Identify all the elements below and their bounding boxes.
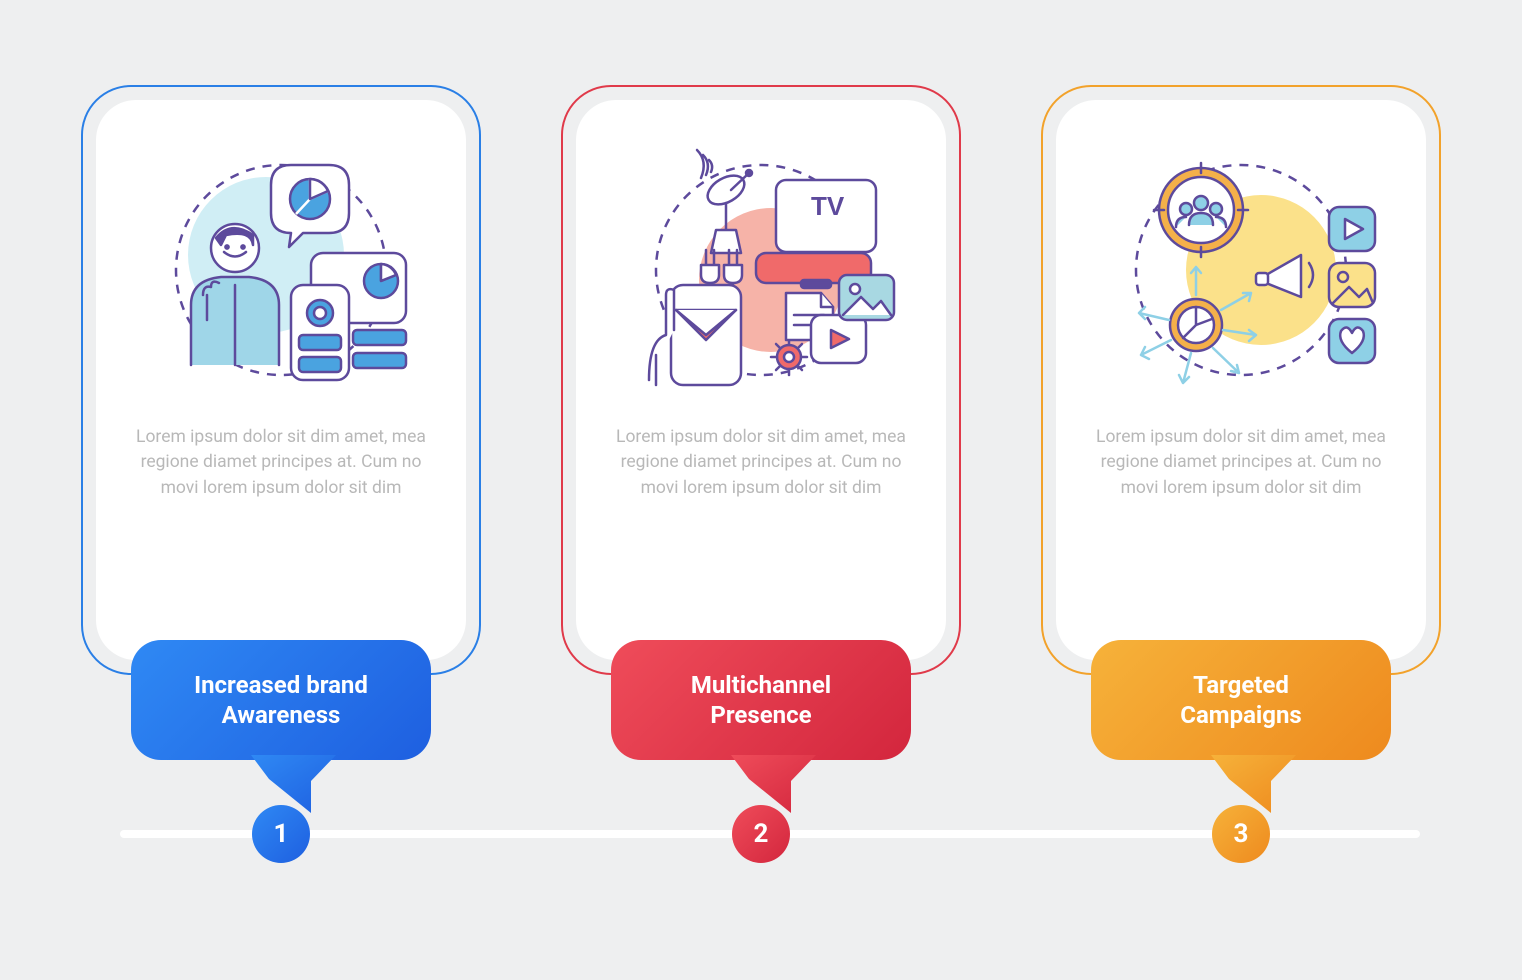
step-circle-1: 1: [252, 805, 310, 863]
card-1-body: Lorem ipsum dolor sit dim amet, mea regi…: [131, 425, 431, 501]
multichannel-icon: TV: [611, 135, 911, 395]
targeted-campaigns-icon: [1091, 135, 1391, 395]
card-2-inner: TV: [576, 100, 946, 660]
card-1-label-bubble: Increased brandAwareness: [131, 640, 431, 760]
card-2-body: Lorem ipsum dolor sit dim amet, mea regi…: [611, 425, 911, 501]
svg-text:TV: TV: [811, 191, 845, 221]
card-2-title: MultichannelPresence: [691, 670, 831, 730]
card-2-bubble-tail: [731, 755, 816, 813]
card-3-inner: Lorem ipsum dolor sit dim amet, mea regi…: [1056, 100, 1426, 660]
step-circle-2: 2: [732, 805, 790, 863]
card-3-bubble-tail: [1211, 755, 1296, 813]
step-circle-3: 3: [1212, 805, 1270, 863]
card-1-bubble-tail: [251, 755, 336, 813]
brand-awareness-icon: [131, 135, 431, 395]
card-1-inner: Lorem ipsum dolor sit dim amet, mea regi…: [96, 100, 466, 660]
card-3-label-bubble: TargetedCampaigns: [1091, 640, 1391, 760]
cards-row: Lorem ipsum dolor sit dim amet, mea regi…: [0, 0, 1522, 85]
card-2-label-bubble: MultichannelPresence: [611, 640, 911, 760]
card-1-title: Increased brandAwareness: [194, 670, 368, 730]
card-3-body: Lorem ipsum dolor sit dim amet, mea regi…: [1091, 425, 1391, 501]
card-3-title: TargetedCampaigns: [1180, 670, 1302, 730]
